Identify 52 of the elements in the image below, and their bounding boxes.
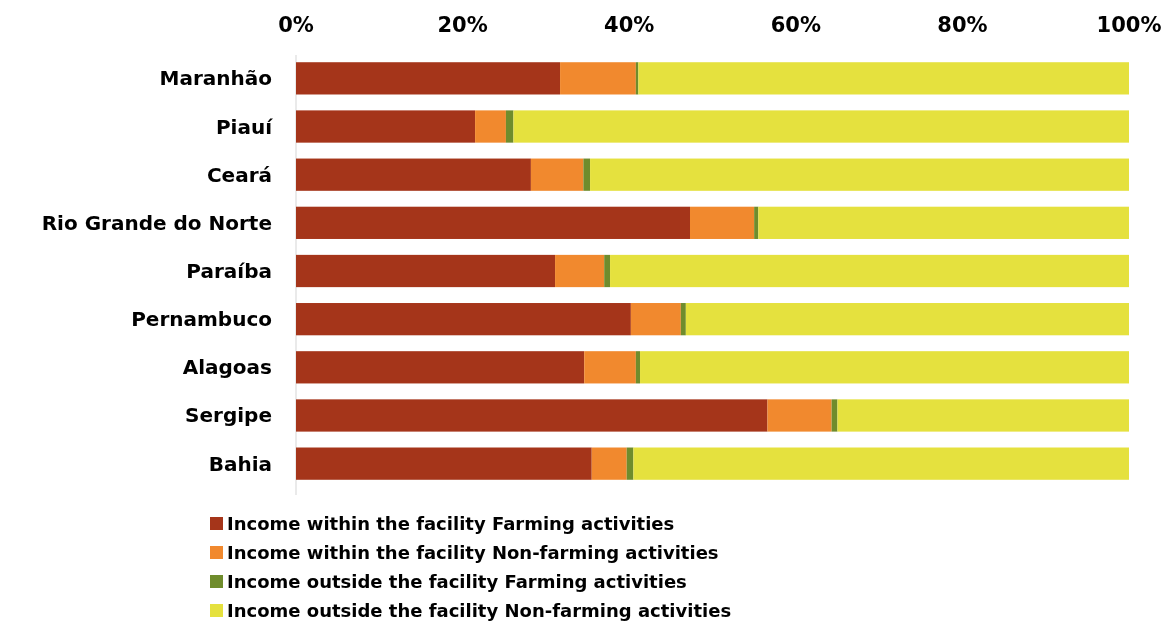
y-tick-label: Ceará [206, 162, 272, 187]
bar [560, 62, 636, 95]
x-tick-label: 100% [1096, 13, 1162, 37]
bar [583, 158, 591, 191]
bar [296, 303, 631, 336]
bar [590, 158, 1129, 191]
bar [296, 62, 561, 95]
bar [296, 110, 476, 143]
bar [584, 351, 636, 384]
bar [638, 62, 1129, 95]
y-tick-label: Sergipe [185, 403, 272, 428]
y-tick-label: Maranhão [159, 66, 272, 91]
bar [530, 158, 584, 191]
legend-label: Income within the facility Non-farming activities [227, 542, 719, 564]
y-tick-label: Paraíba [186, 259, 272, 283]
legend-label: Income outside the facility Non-farming activities [227, 600, 732, 622]
bar [837, 399, 1129, 432]
bar [767, 399, 832, 432]
bar [680, 303, 686, 336]
bar [296, 206, 691, 239]
legend-label: Income within the facility Farming activities [227, 513, 675, 535]
x-tick-label: 80% [937, 13, 988, 37]
y-tick-label: Rio Grande do Norte [41, 210, 272, 235]
bar [296, 351, 585, 384]
bar [754, 206, 759, 239]
x-tick-label: 20% [437, 13, 488, 37]
bar [591, 447, 627, 480]
bar [505, 110, 514, 143]
x-tick-label: 0% [278, 13, 314, 37]
bar [610, 254, 1129, 288]
bar [758, 206, 1129, 239]
x-tick-label: 60% [770, 13, 821, 37]
y-tick-label: Piauí [215, 114, 274, 139]
bar [296, 447, 592, 480]
bar [630, 303, 681, 336]
x-tick-label: 40% [604, 13, 655, 37]
bar [690, 206, 755, 239]
bar [513, 110, 1129, 143]
legend-label: Income outside the facility Farming activities [227, 571, 687, 593]
y-tick-label: Alagoas [182, 355, 272, 380]
bar [296, 158, 531, 191]
bar [604, 254, 611, 288]
bar [296, 254, 556, 288]
bar [635, 351, 641, 384]
bar [296, 399, 768, 432]
bar [640, 351, 1129, 384]
y-tick-label: Bahia [208, 451, 272, 476]
bar [685, 303, 1129, 336]
y-tick-label: Pernambuco [131, 307, 272, 332]
bar [475, 110, 506, 143]
bar [555, 254, 605, 288]
bar [633, 447, 1129, 480]
